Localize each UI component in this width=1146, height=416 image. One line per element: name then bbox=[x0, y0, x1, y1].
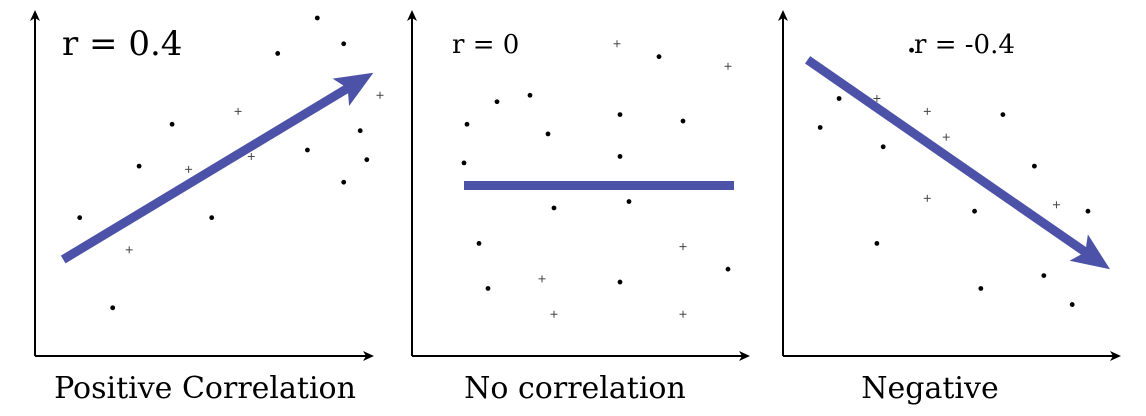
trend-arrowhead bbox=[1069, 234, 1110, 270]
data-point bbox=[909, 47, 914, 53]
data-point bbox=[545, 131, 551, 137]
data-point-plus bbox=[923, 194, 931, 202]
panel-caption: Negative bbox=[861, 371, 998, 406]
data-point bbox=[626, 199, 632, 204]
data-point-plus bbox=[679, 243, 687, 251]
data-point bbox=[680, 118, 686, 124]
data-point bbox=[77, 215, 83, 221]
data-point bbox=[1032, 163, 1037, 169]
data-point-plus bbox=[679, 310, 687, 318]
trend-arrowhead bbox=[332, 72, 374, 106]
trend-line bbox=[805, 56, 1110, 270]
data-point bbox=[485, 286, 491, 291]
data-point bbox=[209, 215, 215, 221]
data-point bbox=[551, 205, 557, 211]
data-point bbox=[1000, 112, 1006, 117]
data-point bbox=[341, 179, 347, 185]
trend-line bbox=[60, 72, 374, 264]
data-point bbox=[617, 112, 623, 117]
data-point bbox=[617, 154, 623, 159]
data-point-plus bbox=[923, 107, 931, 115]
data-point-plus bbox=[724, 62, 732, 70]
scatter-panel-1: r = 0.4 Positive Correlation bbox=[30, 10, 384, 406]
data-point bbox=[314, 15, 320, 21]
data-point-plus bbox=[942, 133, 950, 141]
data-point bbox=[357, 128, 363, 134]
data-point bbox=[617, 279, 623, 285]
data-point bbox=[494, 99, 500, 105]
data-point-plus bbox=[376, 91, 384, 99]
data-point bbox=[275, 51, 281, 56]
correlation-coefficient-label: r = 0 bbox=[452, 30, 519, 60]
data-point bbox=[364, 157, 370, 163]
correlation-coefficient-label: r = 0.4 bbox=[62, 24, 182, 64]
data-point-plus bbox=[613, 40, 621, 48]
data-point bbox=[656, 54, 662, 60]
scatter-panel-3: r = -0.4 Negative bbox=[778, 10, 1121, 406]
data-point bbox=[169, 121, 175, 127]
data-point bbox=[880, 144, 886, 150]
data-point bbox=[305, 147, 310, 153]
data-point-plus bbox=[873, 95, 881, 102]
data-point-plus bbox=[247, 152, 255, 160]
panel-caption: No correlation bbox=[464, 371, 686, 406]
data-point bbox=[725, 266, 731, 272]
data-point-plus bbox=[550, 310, 558, 318]
data-point bbox=[817, 125, 823, 130]
data-point bbox=[836, 96, 842, 101]
data-point bbox=[978, 286, 984, 291]
panel-caption: Positive Correlation bbox=[54, 371, 356, 406]
data-point bbox=[527, 92, 533, 98]
data-point bbox=[341, 41, 347, 47]
data-point bbox=[1041, 273, 1047, 278]
data-point bbox=[874, 241, 880, 246]
data-point-plus bbox=[125, 246, 133, 254]
data-point bbox=[1069, 302, 1075, 307]
data-point-plus bbox=[185, 165, 193, 173]
data-point bbox=[476, 241, 482, 246]
data-point bbox=[464, 121, 470, 127]
data-point-plus bbox=[1052, 201, 1060, 209]
data-point bbox=[136, 163, 142, 169]
data-point bbox=[972, 208, 977, 214]
data-point-plus bbox=[538, 275, 546, 283]
correlation-coefficient-label: r = -0.4 bbox=[914, 30, 1015, 60]
data-point bbox=[461, 160, 467, 166]
scatter-panel-2: r = 0 No correlation bbox=[407, 10, 750, 406]
data-point-plus bbox=[234, 107, 242, 115]
data-point bbox=[1085, 208, 1091, 214]
data-point bbox=[110, 305, 116, 311]
